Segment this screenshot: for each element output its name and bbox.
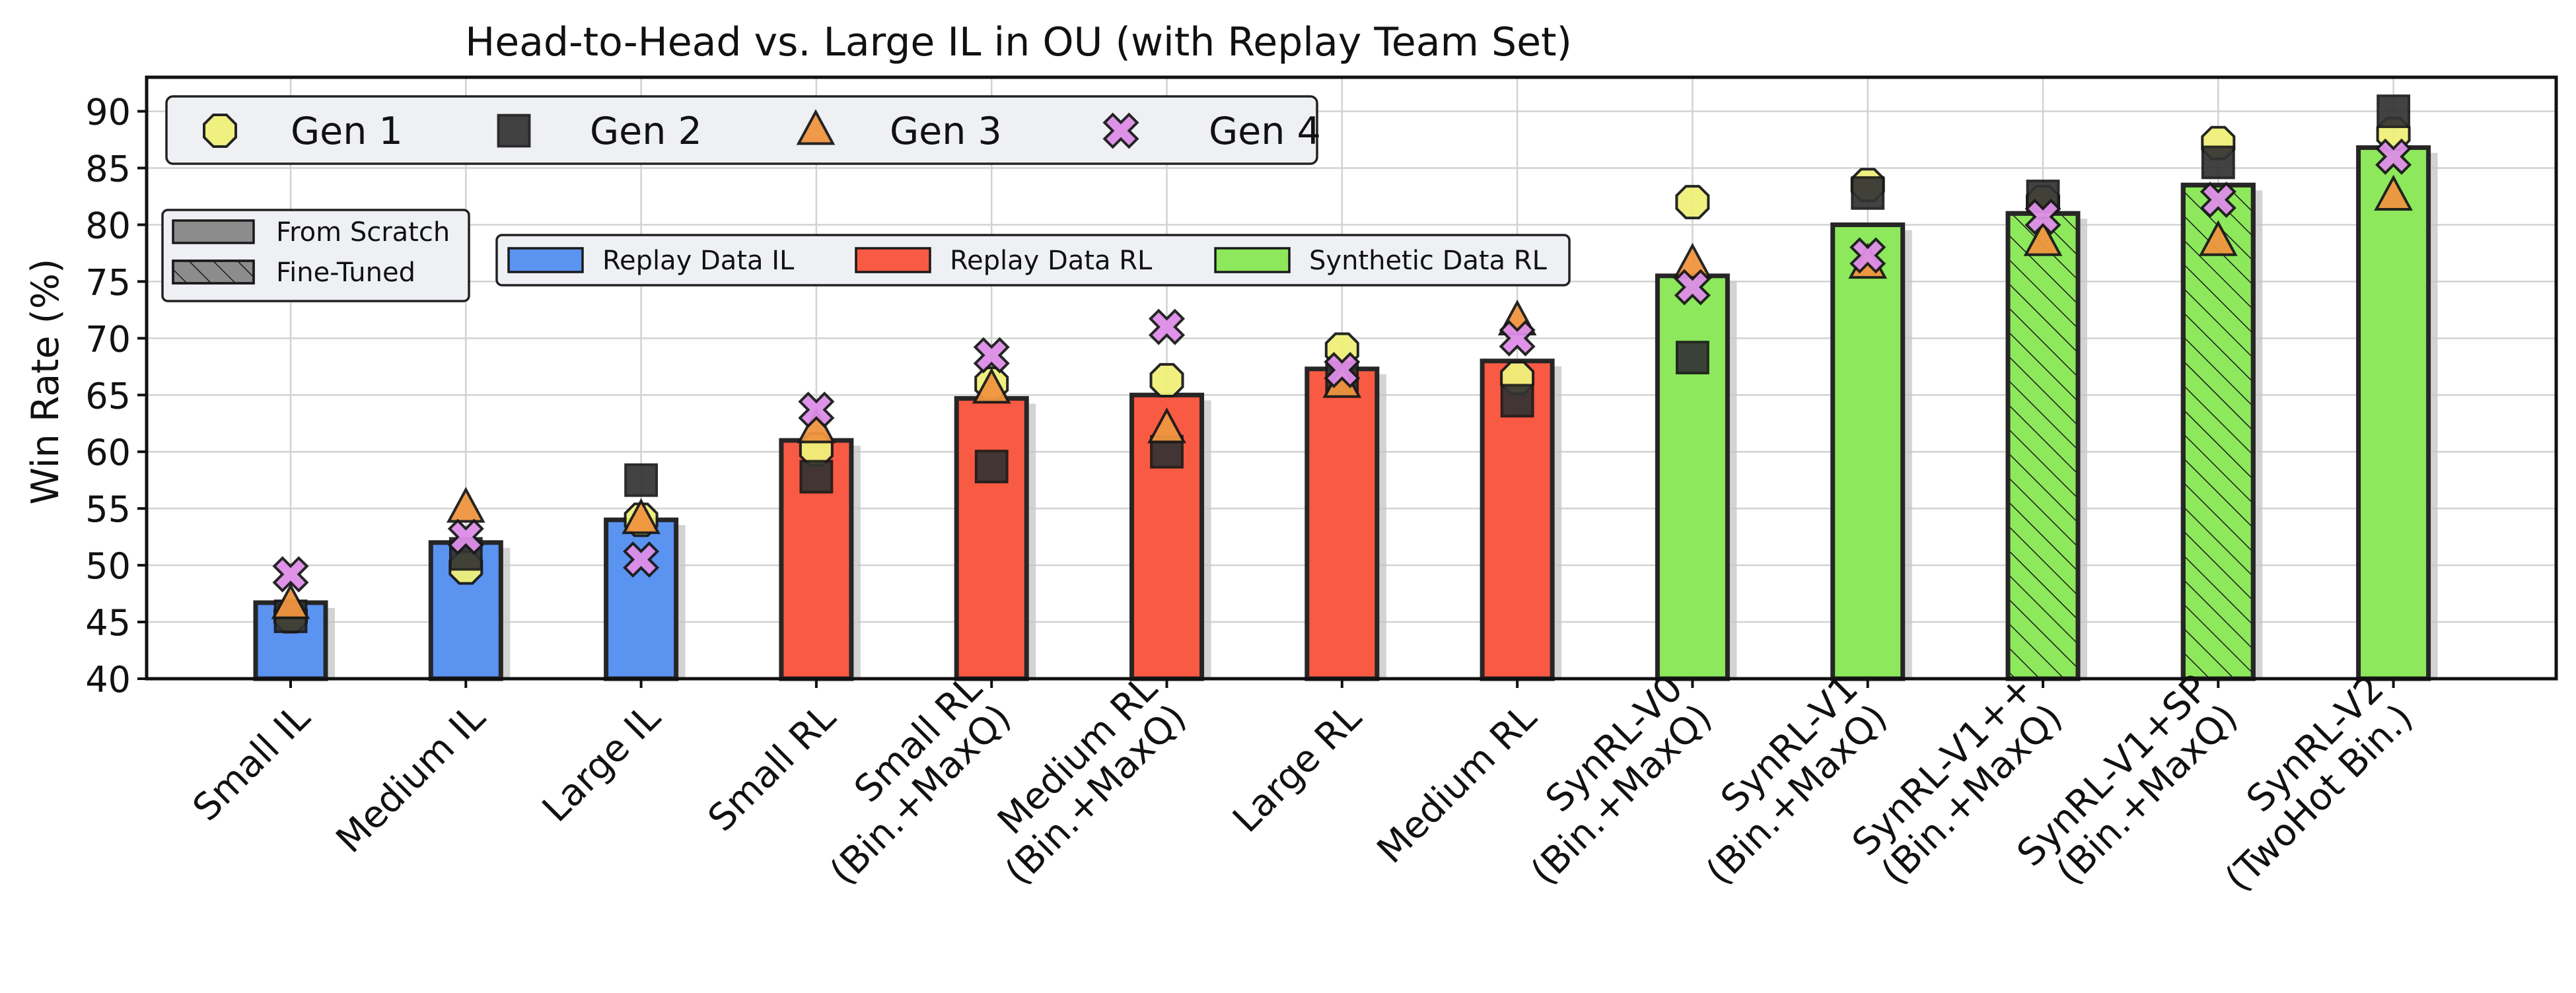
y-tick-label: 65: [85, 375, 131, 417]
y-tick-label: 45: [85, 602, 131, 644]
gen-4-marker: [2375, 138, 2412, 175]
chart-title: Head-to-Head vs. Large IL in OU (with Re…: [465, 19, 1572, 65]
gen-4-legend-marker: [1102, 112, 1139, 149]
replay-data-il-legend-swatch: [507, 247, 584, 273]
gen-1-marker: [1149, 362, 1184, 397]
gen-4-marker: [1674, 269, 1711, 306]
x-tick-label-line: Large IL: [534, 696, 669, 831]
gen-3-marker: [2198, 220, 2238, 256]
generation-legend-box: [165, 95, 1318, 165]
gen-4-marker: [973, 337, 1010, 374]
x-tick-label-line: Medium RL: [1369, 696, 1545, 872]
y-tick-label: 50: [85, 545, 131, 587]
gen-3-marker: [2023, 220, 2063, 256]
x-tick-label-synrl-v2-twohot-bin: SynRL-V2(TwoHot Bin.): [2188, 667, 2421, 900]
from-scratch-legend-swatch: [172, 219, 255, 244]
y-axis-label: Win Rate (%): [24, 259, 67, 505]
x-tick-label-large-il: Large IL: [534, 696, 669, 831]
gen-3-marker: [446, 487, 485, 523]
gen-4-marker: [2200, 182, 2236, 219]
x-tick-label-small-rl: Small RL: [700, 696, 844, 840]
y-tick-label: 40: [85, 659, 131, 701]
gen-1-legend-label: Gen 1: [291, 110, 403, 153]
series-markers: [271, 94, 2413, 634]
gen-2-marker: [1851, 176, 1885, 210]
gen-4-marker: [2024, 198, 2061, 235]
bar-synrl-v2-twohot-bin: [2356, 145, 2431, 681]
bar-small-rl-bin-maxq: [954, 395, 1029, 681]
gen-2-legend-marker: [497, 114, 531, 148]
gen-2-marker: [1676, 341, 1709, 374]
replay-data-il-legend-label: Replay Data IL: [602, 246, 795, 276]
x-tick-label-medium-rl-bin-maxq: Medium RL(Bin.+MaxQ): [968, 667, 1195, 893]
x-tick-label-synrl-v1-bin-maxq: SynRL-V1(Bin.+MaxQ): [1669, 667, 1896, 893]
gen-4-marker: [798, 392, 835, 428]
x-tick-label-medium-rl: Medium RL: [1369, 696, 1545, 872]
gen-3-marker: [2374, 174, 2413, 211]
x-tick-label-line: Small IL: [185, 696, 318, 829]
gen-2-marker: [974, 450, 1009, 483]
gen-2-marker: [2377, 94, 2410, 128]
gen-1-legend-marker: [203, 114, 237, 148]
x-tick-label-synrl-v0-bin-maxq: SynRL-V0(Bin.+MaxQ): [1494, 667, 1721, 893]
bar-hatch: [2005, 211, 2081, 681]
gen-4-marker: [1324, 351, 1361, 389]
x-tick-label-line: Medium IL: [328, 696, 494, 862]
gen-4-marker: [623, 541, 660, 578]
fine-tuned-legend-label: Fine-Tuned: [276, 257, 415, 288]
y-tick-label: 85: [85, 149, 131, 190]
gen-2-marker: [624, 463, 659, 497]
gen-4-marker: [1148, 308, 1186, 345]
synthetic-data-rl-legend-swatch: [1214, 247, 1291, 273]
bar-synrl-v0-bin-maxq: [1655, 273, 1730, 681]
gen-3-marker: [271, 583, 310, 619]
from-scratch-legend-label: From Scratch: [276, 217, 450, 248]
y-tick-label: 70: [85, 318, 131, 360]
x-tick-label-large-rl: Large RL: [1225, 696, 1370, 841]
legends: Gen 1 Gen 2 Gen 3 Gen 4 From Scratch Fine-Tun…: [161, 95, 1571, 302]
gen-3-legend-label: Gen 3: [890, 110, 1002, 153]
gen-3-marker: [1147, 407, 1186, 444]
bar-hatch: [2180, 182, 2256, 681]
x-tick-label-line: Large RL: [1225, 696, 1370, 841]
bar-synrl-v1-bin-maxq: [1830, 222, 1906, 681]
y-tick-label: 55: [85, 489, 131, 530]
gen-1-marker: [1675, 185, 1710, 220]
x-tick-label-line: Small RL: [700, 696, 844, 840]
y-tick-label: 60: [85, 432, 131, 473]
gen-2-marker: [2201, 145, 2235, 180]
fine-tuned-hatch-swatch: [172, 259, 255, 285]
plot-frame: [145, 75, 2558, 681]
gen-3-marker: [622, 498, 661, 534]
data-legend-box: [495, 234, 1571, 287]
gen-4-marker: [1849, 237, 1886, 274]
gen-4-marker: [1499, 320, 1536, 357]
gen-3-legend-marker: [796, 109, 836, 145]
y-tick-label: 80: [85, 205, 131, 246]
gen-4-marker: [447, 518, 484, 555]
gen-2-marker: [1500, 384, 1534, 418]
gen-2-marker: [799, 460, 834, 494]
replay-data-rl-legend-swatch: [855, 247, 931, 273]
y-tick-label: 90: [85, 92, 131, 133]
bar-large-il: [604, 517, 679, 681]
x-tick-label-small-rl-bin-maxq: Small RL(Bin.+MaxQ): [793, 667, 1019, 893]
gen-4-marker: [272, 556, 309, 593]
gen-3-marker: [972, 367, 1011, 404]
replay-data-rl-legend-label: Replay Data RL: [950, 246, 1153, 276]
x-tick-label-small-il: Small IL: [185, 696, 318, 829]
x-tick-label-medium-il: Medium IL: [328, 696, 494, 862]
gen-4-legend-label: Gen 4: [1209, 110, 1321, 153]
gen-3-marker: [1673, 242, 1712, 279]
y-tick-label: 75: [85, 261, 131, 303]
synthetic-data-rl-legend-label: Synthetic Data RL: [1309, 246, 1548, 276]
gen-2-legend-label: Gen 2: [590, 110, 702, 153]
bar-large-rl: [1305, 366, 1380, 681]
